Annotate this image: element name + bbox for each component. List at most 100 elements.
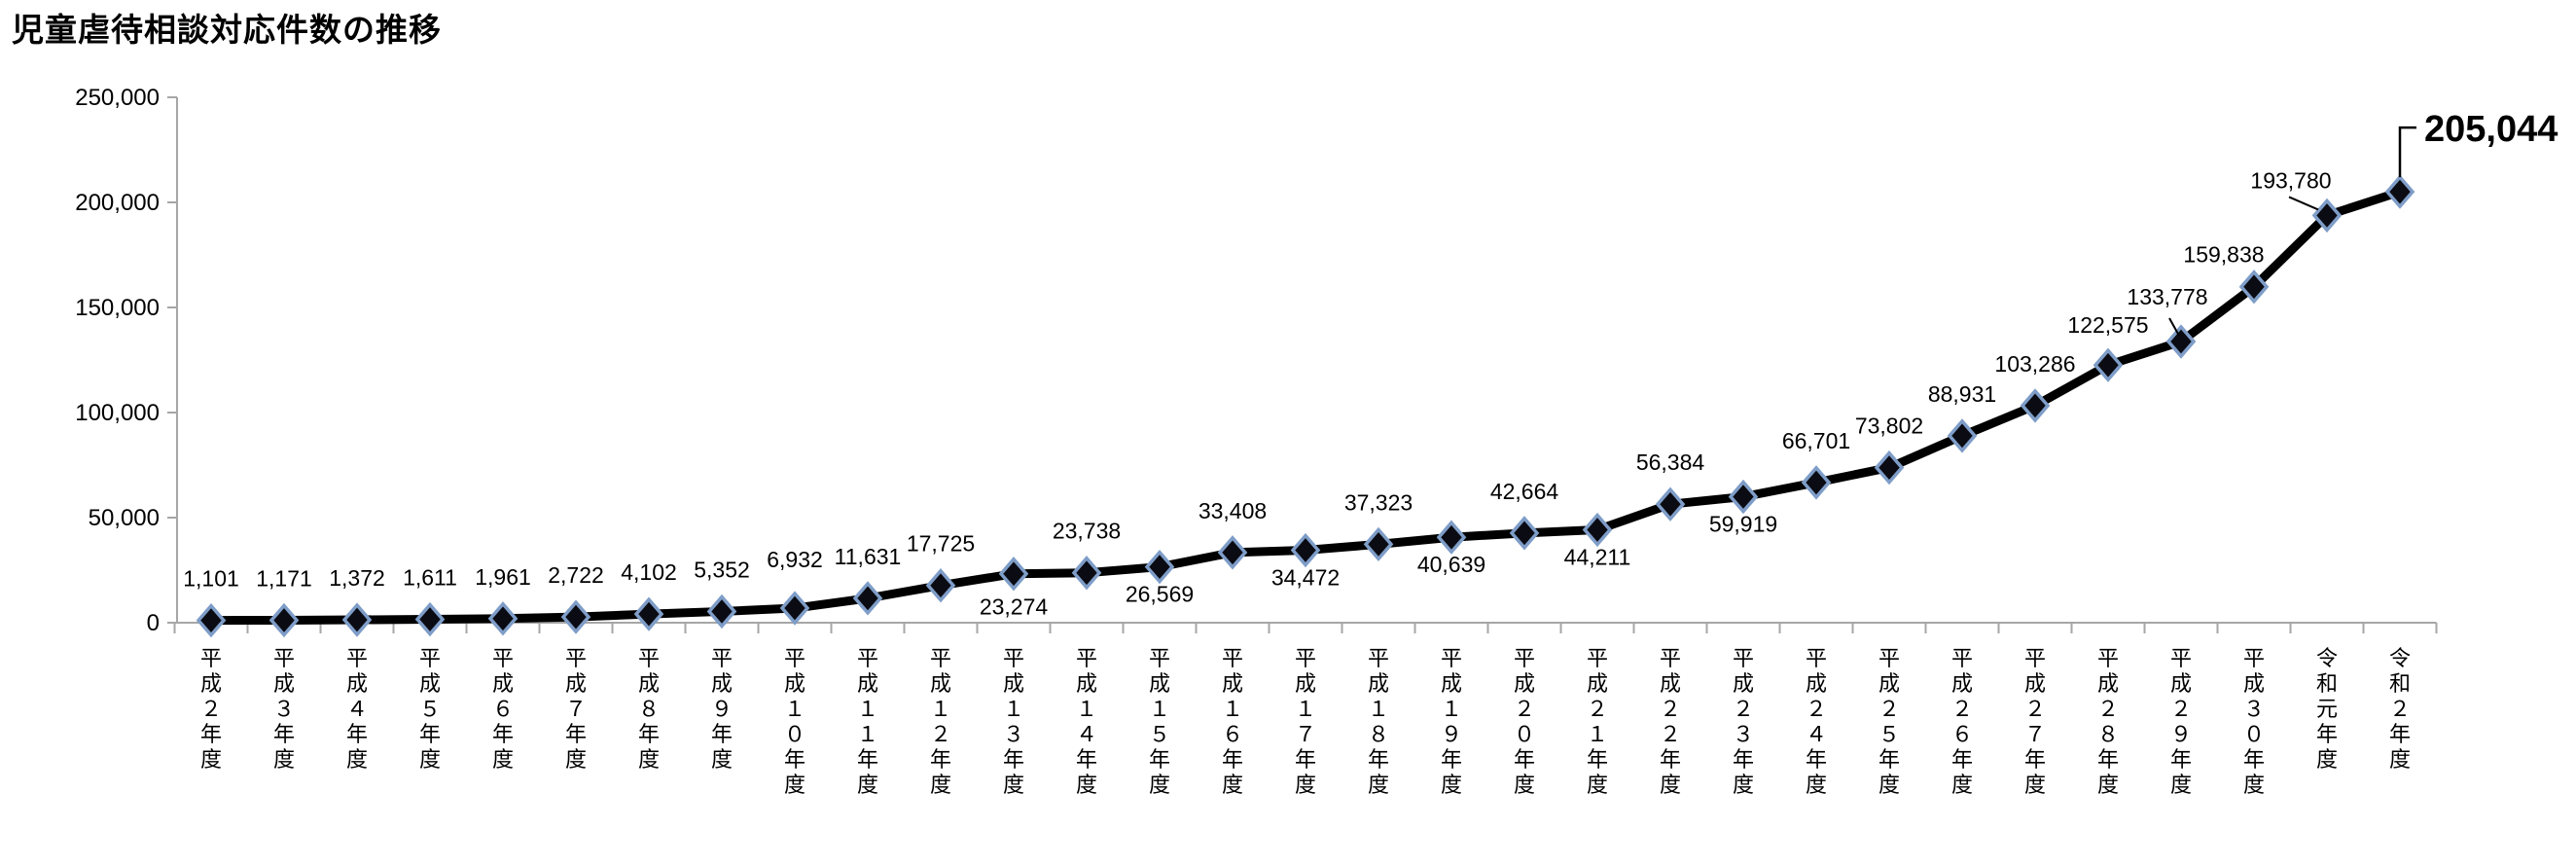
data-point-marker [1436, 520, 1467, 555]
x-category-label: 平成３年度 [273, 646, 295, 772]
x-category-label: 平成２３年度 [1733, 646, 1754, 797]
data-point-marker [2165, 324, 2197, 359]
x-category-label: 平成１６年度 [1222, 646, 1243, 797]
x-category-label: 平成２年度 [200, 646, 222, 772]
data-point-label: 33,408 [1199, 498, 1267, 523]
data-point-marker [706, 594, 737, 630]
y-tick-label: 0 [147, 610, 160, 636]
y-tick-label: 250,000 [75, 85, 160, 111]
data-point-label: 56,384 [1636, 450, 1705, 475]
data-point-marker [1144, 549, 1175, 585]
data-point-label: 205,044 [2424, 109, 2558, 150]
x-category-label: 平成１２年度 [930, 646, 951, 797]
data-point-marker [2093, 347, 2124, 382]
label-leader-line [2288, 196, 2319, 211]
x-category-label: 令和元年度 [2316, 646, 2338, 772]
data-point-label: 34,472 [1271, 565, 1340, 591]
data-point-label: 1,961 [475, 564, 531, 590]
x-category-label: 平成１９年度 [1441, 646, 1462, 797]
x-category-label: 平成９年度 [711, 646, 733, 772]
x-category-label: 平成１８年度 [1368, 646, 1389, 797]
data-point-marker [2020, 388, 2051, 423]
data-point-marker [2384, 174, 2415, 209]
data-point-marker [2238, 270, 2270, 305]
x-category-label: 平成２０年度 [1514, 646, 1535, 797]
data-point-label: 59,919 [1709, 512, 1777, 537]
x-category-label: 平成２６年度 [1951, 646, 1973, 797]
x-category-label: 平成１７年度 [1295, 646, 1316, 797]
data-point-label: 73,802 [1855, 414, 1923, 439]
x-category-label: 平成１３年度 [1003, 646, 1024, 797]
data-point-label: 40,639 [1417, 552, 1485, 577]
data-point-label: 42,664 [1490, 479, 1559, 504]
data-point-label: 4,102 [621, 559, 677, 585]
label-leader-elbow [2398, 126, 2416, 178]
data-point-marker [852, 581, 883, 616]
data-point-marker [1071, 556, 1102, 591]
data-point-label: 103,286 [1994, 351, 2075, 377]
x-category-label: 平成２１年度 [1587, 646, 1608, 797]
data-point-label: 2,722 [548, 562, 604, 588]
data-point-marker [1363, 526, 1394, 562]
data-point-label: 23,274 [980, 594, 1049, 620]
x-category-label: 平成５年度 [419, 646, 441, 772]
x-category-label: 平成１０年度 [784, 646, 805, 797]
data-point-marker [1947, 418, 1978, 453]
x-category-label: 平成８年度 [638, 646, 660, 772]
data-point-label: 6,932 [767, 547, 823, 572]
data-point-marker [1728, 479, 1759, 515]
data-point-label: 1,372 [329, 565, 385, 591]
label-leader-line [2168, 317, 2180, 337]
data-point-marker [1290, 532, 1321, 568]
y-tick-label: 150,000 [75, 295, 160, 321]
data-point-marker [1655, 486, 1686, 522]
data-point-marker [1217, 535, 1248, 570]
x-category-label: 平成２８年度 [2097, 646, 2119, 797]
x-category-label: 平成２９年度 [2170, 646, 2192, 797]
data-point-marker [779, 591, 810, 626]
x-category-label: 平成２７年度 [2024, 646, 2046, 797]
data-point-label: 11,631 [835, 544, 902, 569]
data-point-label: 66,701 [1782, 428, 1850, 453]
y-tick-label: 50,000 [89, 505, 160, 531]
data-point-label: 23,738 [1053, 519, 1121, 544]
data-point-marker [196, 602, 227, 638]
data-point-label: 17,725 [907, 531, 975, 557]
chart-title: 児童虐待相談対応件数の推移 [12, 12, 442, 48]
data-point-marker [268, 602, 300, 638]
x-category-label: 平成１１年度 [857, 646, 878, 797]
data-point-label: 193,780 [2250, 167, 2331, 193]
data-point-marker [560, 599, 591, 634]
data-point-label: 1,101 [183, 566, 239, 592]
x-category-label: 平成７年度 [565, 646, 587, 772]
x-category-label: 平成２４年度 [1806, 646, 1827, 797]
x-category-label: 平成１５年度 [1149, 646, 1170, 797]
x-category-label: 平成２５年度 [1878, 646, 1900, 797]
data-point-marker [414, 601, 446, 637]
x-category-label: 令和２年度 [2389, 646, 2411, 772]
data-point-marker [1582, 512, 1613, 548]
data-point-marker [1801, 465, 1832, 500]
y-tick-label: 200,000 [75, 190, 160, 216]
data-point-label: 44,211 [1564, 545, 1631, 570]
x-category-label: 平成６年度 [492, 646, 514, 772]
x-category-label: 平成４年度 [346, 646, 368, 772]
x-category-label: 平成２２年度 [1660, 646, 1681, 797]
data-point-marker [1509, 516, 1540, 551]
x-category-label: 平成１４年度 [1076, 646, 1097, 797]
data-point-label: 1,171 [256, 565, 312, 591]
data-point-label: 1,611 [403, 565, 457, 591]
data-point-label: 5,352 [694, 557, 750, 582]
data-point-marker [925, 568, 956, 603]
data-point-label: 159,838 [2183, 242, 2264, 268]
data-point-label: 133,778 [2127, 284, 2207, 309]
data-point-label: 122,575 [2067, 312, 2148, 338]
y-tick-label: 100,000 [75, 400, 160, 426]
data-point-marker [341, 602, 373, 637]
data-point-marker [633, 596, 664, 631]
x-category-label: 平成３０年度 [2243, 646, 2265, 797]
data-point-marker [2311, 198, 2343, 234]
data-point-label: 37,323 [1344, 489, 1413, 515]
